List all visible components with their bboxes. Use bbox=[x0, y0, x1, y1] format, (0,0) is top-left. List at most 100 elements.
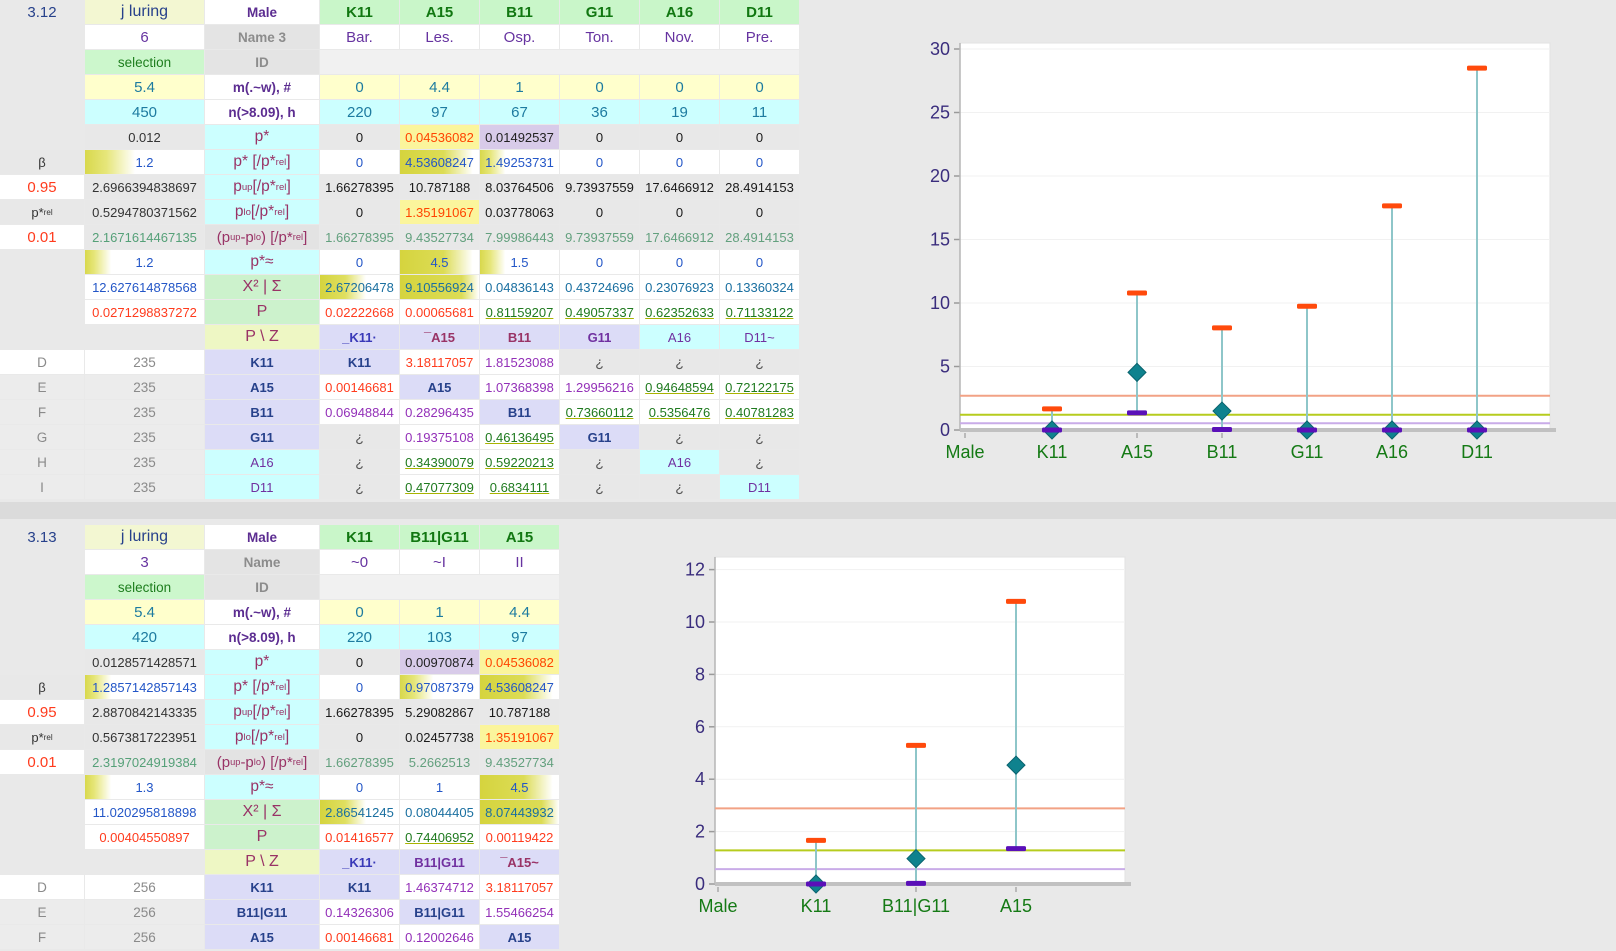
table-3.12-name-value[interactable]: 6 bbox=[85, 25, 204, 49]
table-3.13-E-rowlabel[interactable]: E bbox=[0, 900, 84, 924]
table-3.13-F-B11G11[interactable]: 0.12002646 bbox=[400, 925, 479, 949]
table-3.12-sel-rowheader[interactable]: ID bbox=[205, 50, 319, 74]
table-3.13-p_lo-K11[interactable]: 0 bbox=[320, 725, 399, 749]
table-3.12-E-A15[interactable]: A15 bbox=[400, 375, 479, 399]
table-3.13-D-B11G11[interactable]: 1.46374712 bbox=[400, 875, 479, 899]
table-3.12-PZ-D11[interactable]: D11~ bbox=[720, 325, 799, 349]
table-3.12-P-A15[interactable]: 0.00065681 bbox=[400, 300, 479, 324]
table-3.12-chi2-K11[interactable]: 2.67206478 bbox=[320, 275, 399, 299]
table-3.12-F-K11[interactable]: 0.06948844 bbox=[320, 400, 399, 424]
table-3.12-p_up-rowheader[interactable]: p up [/p* rel] bbox=[205, 175, 319, 199]
table-3.12-pstar-G11[interactable]: 0 bbox=[560, 125, 639, 149]
table-3.12-PZ-K11[interactable]: _K11· bbox=[320, 325, 399, 349]
table-3.13-m-B11G11[interactable]: 1 bbox=[400, 600, 479, 624]
table-3.12-p_lo-rowheader[interactable]: p lo [/p* rel] bbox=[205, 200, 319, 224]
table-3.12-PZ-B11[interactable]: B11 bbox=[480, 325, 559, 349]
table-3.13-F-A15[interactable]: A15 bbox=[480, 925, 559, 949]
table-3.12-pstar_rel-rowheader[interactable]: p* [/p* rel] bbox=[205, 150, 319, 174]
table-3.12-pstar_rel-K11[interactable]: 0 bbox=[320, 150, 399, 174]
table-3.13-F-rowheader[interactable]: A15 bbox=[205, 925, 319, 949]
table-3.13-P-value[interactable]: 0.00404550897 bbox=[85, 825, 204, 849]
table-3.12-p_up-D11[interactable]: 28.4914153 bbox=[720, 175, 799, 199]
table-3.12-H-rowheader[interactable]: A16 bbox=[205, 450, 319, 474]
table-3.13-chi2-B11G11[interactable]: 0.08044405 bbox=[400, 800, 479, 824]
table-3.13-chi2-rowheader[interactable]: X² | Σ bbox=[205, 800, 319, 824]
table-3.12-p_diff-value[interactable]: 2.1671614467135 bbox=[85, 225, 204, 249]
table-3.12-F-G11[interactable]: 0.73660112 bbox=[560, 400, 639, 424]
table-3.13-p_up-rowheader[interactable]: p up [/p* rel] bbox=[205, 700, 319, 724]
table-3.12-PZ-G11[interactable]: G11 bbox=[560, 325, 639, 349]
table-3.12-p_lo-D11[interactable]: 0 bbox=[720, 200, 799, 224]
table-3.12-p_lo-A15[interactable]: 1.35191067 bbox=[400, 200, 479, 224]
table-3.12-D-A16[interactable]: ¿ bbox=[640, 350, 719, 374]
table-3.12-name-D11[interactable]: Pre. bbox=[720, 25, 799, 49]
table-3.12-D-K11[interactable]: K11 bbox=[320, 350, 399, 374]
table-3.13-pstar_rel-A15[interactable]: 4.53608247 bbox=[480, 675, 559, 699]
table-3.12-pstar_approx-D11[interactable]: 0 bbox=[720, 250, 799, 274]
table-3.12-pstar-A15[interactable]: 0.04536082 bbox=[400, 125, 479, 149]
table-3.12-chi2-B11[interactable]: 0.04836143 bbox=[480, 275, 559, 299]
table-3.12-pstar_approx-A15[interactable]: 4.5 bbox=[400, 250, 479, 274]
table-3.12-p_lo-G11[interactable]: 0 bbox=[560, 200, 639, 224]
table-3.13-n-K11[interactable]: 220 bbox=[320, 625, 399, 649]
table-3.12-p_diff-A16[interactable]: 17.6466912 bbox=[640, 225, 719, 249]
table-3.12-p_up-A16[interactable]: 17.6466912 bbox=[640, 175, 719, 199]
table-3.13-p_up-K11[interactable]: 1.66278395 bbox=[320, 700, 399, 724]
table-3.12-I-D11[interactable]: D11 bbox=[720, 475, 799, 499]
table-3.12-H-K11[interactable]: ¿ bbox=[320, 450, 399, 474]
table-3.12-chi2-value[interactable]: 12.627614878568 bbox=[85, 275, 204, 299]
table-3.12-n-B11[interactable]: 67 bbox=[480, 100, 559, 124]
table-3.12-P-value[interactable]: 0.0271298837272 bbox=[85, 300, 204, 324]
table-3.12-E-K11[interactable]: 0.00146681 bbox=[320, 375, 399, 399]
table-3.12-F-rowlabel[interactable]: F bbox=[0, 400, 84, 424]
table-3.13-p_diff-K11[interactable]: 1.66278395 bbox=[320, 750, 399, 774]
table-3.12-m-value[interactable]: 5.4 bbox=[85, 75, 204, 99]
table-3.12-name-B11[interactable]: Osp. bbox=[480, 25, 559, 49]
table-3.13-pstar-A15[interactable]: 0.04536082 bbox=[480, 650, 559, 674]
table-3.13-D-K11[interactable]: K11 bbox=[320, 875, 399, 899]
table-3.13-E-value[interactable]: 256 bbox=[85, 900, 204, 924]
table-3.12-H-D11[interactable]: ¿ bbox=[720, 450, 799, 474]
table-3.13-E-rowheader[interactable]: B11|G11 bbox=[205, 900, 319, 924]
table-3.13-name-value[interactable]: 3 bbox=[85, 550, 204, 574]
table-3.12-pstar_rel-D11[interactable]: 0 bbox=[720, 150, 799, 174]
table-3.13-pstar_approx-B11G11[interactable]: 1 bbox=[400, 775, 479, 799]
table-3.13-name-K11[interactable]: ~0 bbox=[320, 550, 399, 574]
table-3.12-pstar-value[interactable]: 0.012 bbox=[85, 125, 204, 149]
table-3.13-m-K11[interactable]: 0 bbox=[320, 600, 399, 624]
table-3.12-pstar_approx-B11[interactable]: 1.5 bbox=[480, 250, 559, 274]
table-3.13-D-rowlabel[interactable]: D bbox=[0, 875, 84, 899]
table-3.12-E-G11[interactable]: 1.29956216 bbox=[560, 375, 639, 399]
table-3.12-p_lo-B11[interactable]: 0.03778063 bbox=[480, 200, 559, 224]
table-3.13-pstar_rel-K11[interactable]: 0 bbox=[320, 675, 399, 699]
table-3.12-pstar-rowheader[interactable]: p* bbox=[205, 125, 319, 149]
table-3.12-I-A16[interactable]: ¿ bbox=[640, 475, 719, 499]
table-3.12-F-B11[interactable]: B11 bbox=[480, 400, 559, 424]
table-3.12-p_up-G11[interactable]: 9.73937559 bbox=[560, 175, 639, 199]
table-3.12-m-D11[interactable]: 0 bbox=[720, 75, 799, 99]
table-3.12-H-A16[interactable]: A16 bbox=[640, 450, 719, 474]
table-3.13-pstar_rel-value[interactable]: 1.2857142857143 bbox=[85, 675, 204, 699]
table-3.12-pstar_rel-G11[interactable]: 0 bbox=[560, 150, 639, 174]
table-3.13-name-rowheader[interactable]: Name bbox=[205, 550, 319, 574]
table-3.13-p_diff-B11G11[interactable]: 5.2662513 bbox=[400, 750, 479, 774]
table-3.12-pstar_approx-value[interactable]: 1.2 bbox=[85, 250, 204, 274]
table-3.13-hdr-value[interactable]: j luring bbox=[85, 525, 204, 549]
table-3.13-p_up-rowlabel[interactable]: 0.95 bbox=[0, 700, 84, 724]
table-3.12-n-D11[interactable]: 11 bbox=[720, 100, 799, 124]
table-3.13-D-A15[interactable]: 3.18117057 bbox=[480, 875, 559, 899]
table-3.12-p_diff-G11[interactable]: 9.73937559 bbox=[560, 225, 639, 249]
table-3.12-G-rowlabel[interactable]: G bbox=[0, 425, 84, 449]
table-3.12-pstar_approx-A16[interactable]: 0 bbox=[640, 250, 719, 274]
table-3.13-D-rowheader[interactable]: K11 bbox=[205, 875, 319, 899]
table-3.12-p_diff-A15[interactable]: 9.43527734 bbox=[400, 225, 479, 249]
table-3.12-D-G11[interactable]: ¿ bbox=[560, 350, 639, 374]
table-3.12-PZ-A15[interactable]: ¯A15 bbox=[400, 325, 479, 349]
table-3.12-p_lo-A16[interactable]: 0 bbox=[640, 200, 719, 224]
table-3.12-G-value[interactable]: 235 bbox=[85, 425, 204, 449]
table-3.12-P-K11[interactable]: 0.02222668 bbox=[320, 300, 399, 324]
table-3.13-p_lo-rowheader[interactable]: p lo [/p* rel] bbox=[205, 725, 319, 749]
table-3.13-PZ-rowheader[interactable]: P \ Z bbox=[205, 850, 319, 874]
table-3.13-p_diff-value[interactable]: 2.3197024919384 bbox=[85, 750, 204, 774]
table-3.12-H-G11[interactable]: ¿ bbox=[560, 450, 639, 474]
